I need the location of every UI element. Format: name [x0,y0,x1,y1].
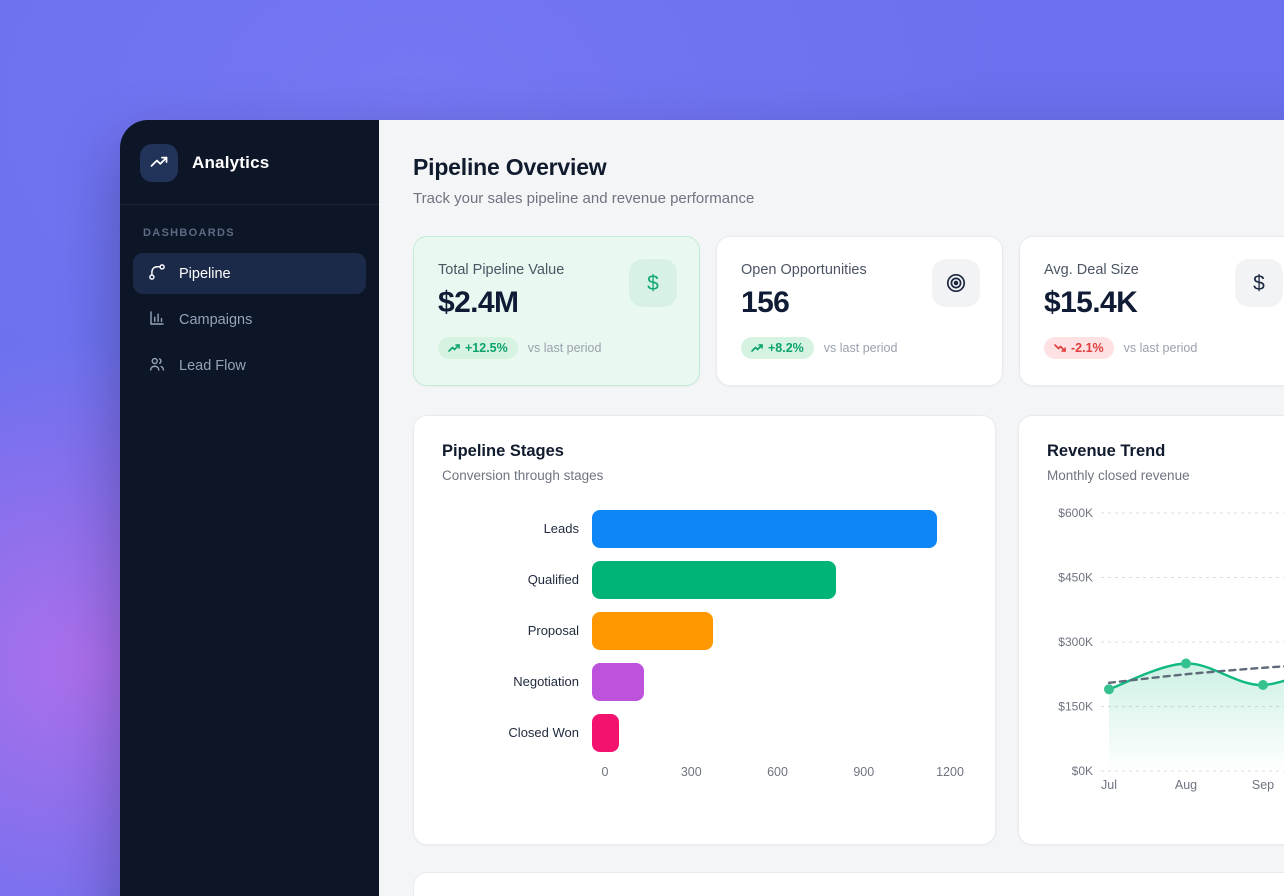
data-point [1181,658,1191,669]
main-content: Pipeline Overview Track your sales pipel… [379,120,1284,896]
bar-proposal [592,612,713,650]
bar-category-label: Closed Won [508,724,579,740]
kpi-note: vs last period [823,341,898,355]
bar-chart-icon [148,309,166,331]
charts-row: Pipeline Stages Conversion through stage… [413,415,1284,845]
kpi-value: $2.4M [438,286,519,319]
bar-row: Closed Won [442,714,967,752]
chart-subtitle: Monthly closed revenue [1047,468,1190,483]
delta-badge: -2.1% [1044,337,1114,359]
kpi-note: vs last period [527,341,602,355]
trending-down-icon [1054,344,1066,352]
kpi-value: 156 [741,286,790,319]
sidebar-item-lead-flow[interactable]: Lead Flow [133,345,366,386]
bar-category-label: Negotiation [513,673,579,689]
bar-row: Proposal [442,612,967,650]
bottom-card [413,872,1284,896]
bar-row: Qualified [442,561,967,599]
dollar-icon: $ [629,259,677,307]
page-title: Pipeline Overview [413,154,607,180]
bar-chart-x-axis: 0 300 600 900 1200 [601,765,964,781]
chart-title: Pipeline Stages [442,442,564,460]
bar-chart: Leads Qualified Proposal Negotiation Closed … [442,510,967,752]
sidebar-item-campaigns[interactable]: Campaigns [133,299,366,340]
delta-badge: +8.2% [741,337,814,359]
y-tick-label: $150K [1058,700,1093,714]
x-tick-label: Aug [1175,778,1197,792]
brand: Analytics [120,120,379,205]
bar-closed-won [592,714,620,752]
brand-name: Analytics [192,153,270,172]
trending-up-icon [751,344,763,352]
nav-section-label: DASHBOARDS [143,227,235,239]
y-tick-label: $600K [1058,506,1093,520]
x-tick-label: 300 [680,765,702,779]
x-tick-label: 1200 [936,765,964,779]
revenue-area [1109,663,1284,771]
data-point [1258,680,1268,690]
kpi-label: Open Opportunities [741,262,867,278]
revenue-trend-card: Revenue Trend Monthly closed revenue $0K… [1018,415,1284,845]
revenue-trend-svg: $0K $150K $300K $450K $600K Jul Aug Sep [1058,506,1284,792]
pipeline-icon [148,263,166,285]
x-tick-label: Jul [1101,778,1117,792]
users-icon [148,355,166,377]
pipeline-stages-card: Pipeline Stages Conversion through stage… [413,415,996,845]
target-line [1107,665,1284,685]
bar-category-label: Proposal [527,622,579,638]
bar-category-label: Qualified [527,571,579,587]
line-chart: $0K $150K $300K $450K $600K Jul Aug Sep [1047,497,1284,802]
x-tick-label: 600 [767,765,788,779]
y-tick-label: $450K [1058,571,1093,585]
delta-badge: +12.5% [438,337,518,359]
sidebar-nav: DASHBOARDS Pipeline Campaigns Lead Flow [120,205,379,413]
x-tick-label: 0 [601,765,609,779]
bar-row: Negotiation [442,663,967,701]
trending-up-icon [140,144,178,182]
dollar-icon: $ [1235,259,1283,307]
trending-up-icon [448,344,460,352]
x-tick-label: Sep [1252,778,1274,792]
app-window: Analytics DASHBOARDS Pipeline Campaigns … [120,120,1284,896]
kpi-value: $15.4K [1044,286,1138,319]
kpi-note: vs last period [1123,341,1198,355]
bar-negotiation [592,663,644,701]
bar-category-label: Leads [543,520,579,536]
sidebar: Analytics DASHBOARDS Pipeline Campaigns … [120,120,379,896]
bar-row: Leads [442,510,967,548]
x-tick-label: 900 [853,765,875,779]
kpi-card: Open Opportunities 156 +8.2% vs last per… [716,236,1003,386]
data-point [1104,684,1114,695]
target-icon [932,259,980,307]
bar-qualified [592,561,837,599]
bar-leads [592,510,937,548]
kpi-label: Avg. Deal Size [1044,262,1139,278]
revenue-line [1107,662,1284,691]
kpi-card: Avg. Deal Size $15.4K -2.1% vs last peri… [1019,236,1284,386]
chart-subtitle: Conversion through stages [442,468,604,483]
kpi-card: Total Pipeline Value $2.4M +12.5% vs las… [413,236,700,386]
kpi-row: Total Pipeline Value $2.4M +12.5% vs las… [413,236,1284,386]
page-subtitle: Track your sales pipeline and revenue pe… [413,190,755,207]
sidebar-item-pipeline[interactable]: Pipeline [133,253,366,294]
y-tick-label: $0K [1072,764,1093,778]
kpi-label: Total Pipeline Value [438,262,565,278]
y-tick-label: $300K [1058,635,1093,649]
chart-title: Revenue Trend [1047,442,1166,460]
